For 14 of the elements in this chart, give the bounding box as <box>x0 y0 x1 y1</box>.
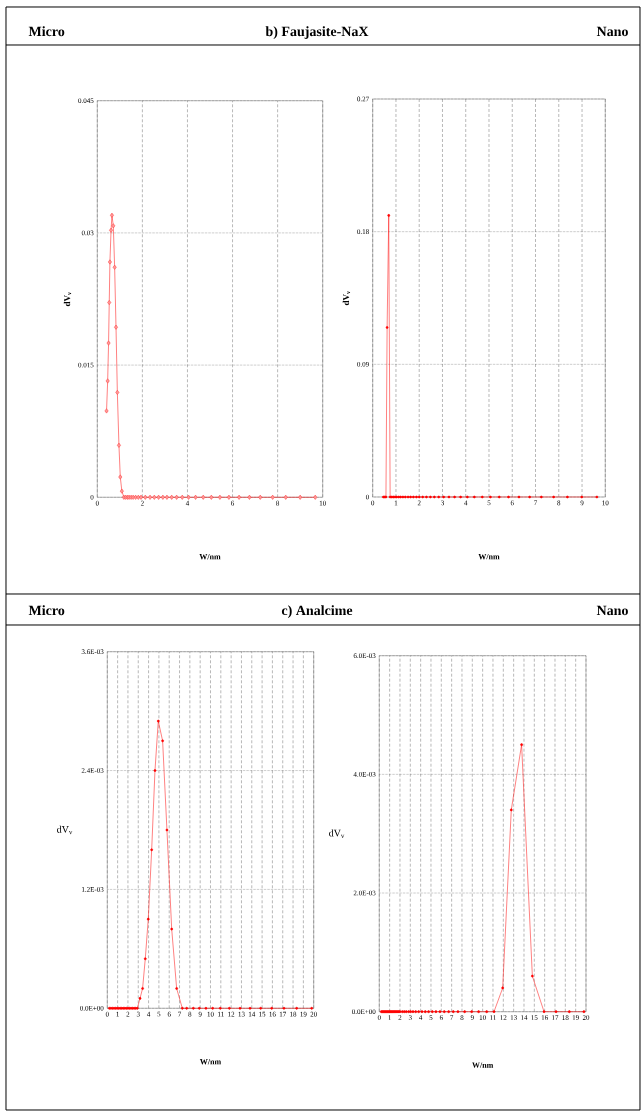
chart-title: Nano <box>596 26 628 37</box>
y-axis-title: dV$_{v}$ <box>63 291 72 307</box>
chart-subtitle: b) Faujasite-NaX <box>265 26 369 39</box>
y-axis-title: dV$_{v}$ <box>329 829 345 838</box>
x-axis-title: W/nm <box>199 1059 222 1065</box>
chart-subtitle: c) Analcime <box>281 605 353 618</box>
chart-title: Nano <box>596 605 628 616</box>
x-axis-title: W/nm <box>199 554 221 560</box>
x-axis-title: W/nm <box>472 1062 494 1068</box>
y-axis-title: dV$_{v}$ <box>342 290 351 306</box>
y-axis-title: dV$_{v}$ <box>57 825 73 835</box>
chart-title: Micro <box>28 26 65 37</box>
x-axis-title: W/nm <box>478 553 500 560</box>
chart-title: Micro <box>28 605 65 616</box>
